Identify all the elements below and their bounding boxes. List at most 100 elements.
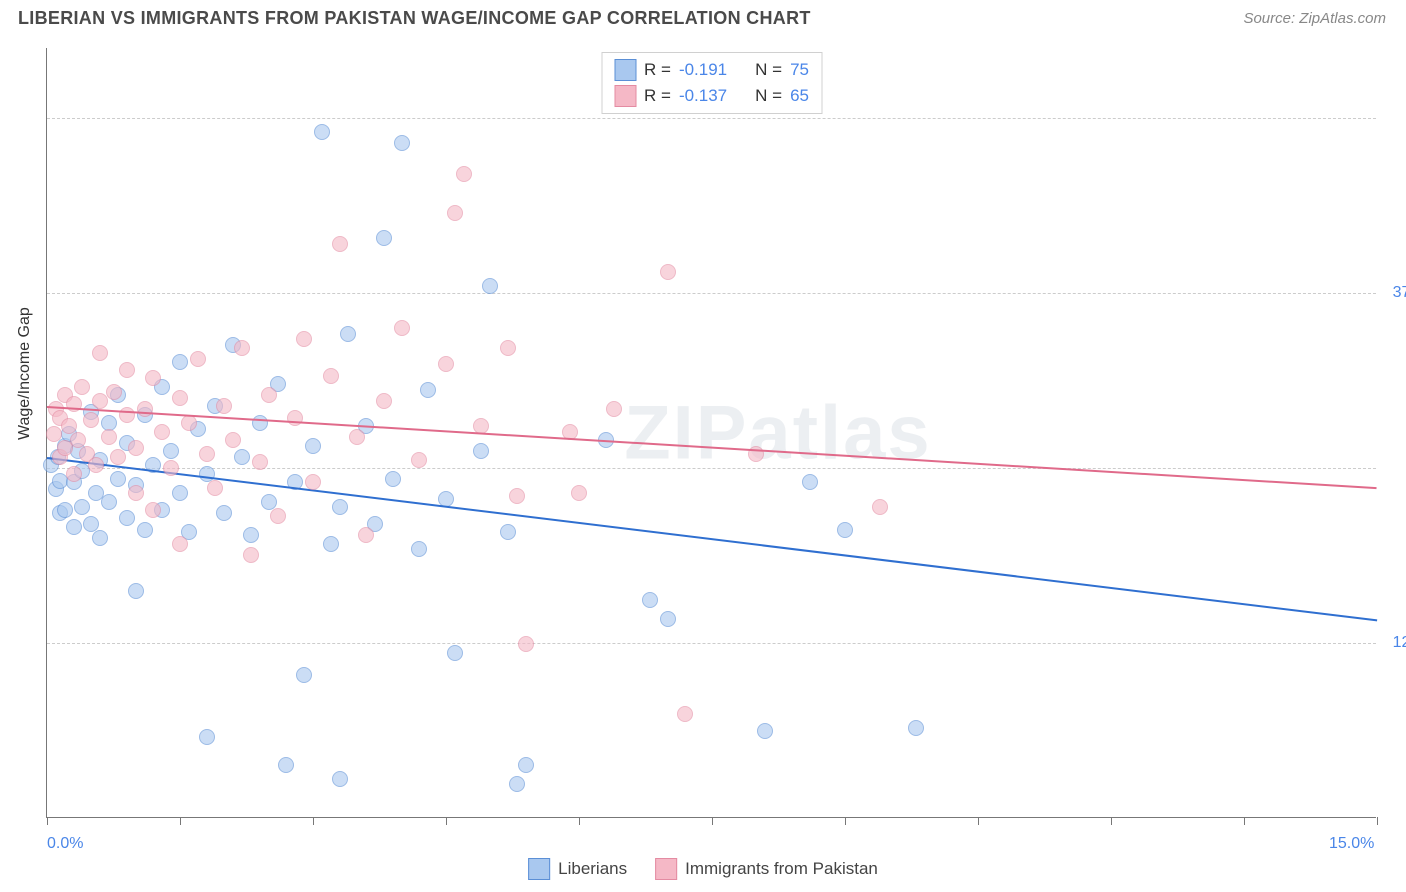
swatch-pakistan [614, 85, 636, 107]
scatter-point-pakistan [358, 527, 374, 543]
scatter-point-pakistan [172, 536, 188, 552]
scatter-point-liberians [172, 354, 188, 370]
scatter-point-liberians [420, 382, 436, 398]
scatter-point-liberians [74, 499, 90, 515]
scatter-point-pakistan [518, 636, 534, 652]
scatter-point-pakistan [509, 488, 525, 504]
scatter-point-pakistan [190, 351, 206, 367]
r-label: R = [644, 60, 671, 80]
scatter-point-pakistan [270, 508, 286, 524]
scatter-point-liberians [482, 278, 498, 294]
stats-row-pakistan: R = -0.137 N = 65 [614, 83, 809, 109]
scatter-point-liberians [137, 522, 153, 538]
n-label: N = [755, 60, 782, 80]
correlation-stats-box: R = -0.191 N = 75 R = -0.137 N = 65 [601, 52, 822, 114]
y-tick-label: 37.5% [1393, 284, 1406, 302]
scatter-point-liberians [518, 757, 534, 773]
scatter-point-pakistan [225, 432, 241, 448]
scatter-point-pakistan [677, 706, 693, 722]
scatter-point-liberians [473, 443, 489, 459]
scatter-point-pakistan [332, 236, 348, 252]
scatter-point-pakistan [66, 466, 82, 482]
scatter-point-pakistan [296, 331, 312, 347]
scatter-point-liberians [163, 443, 179, 459]
swatch-liberians [528, 858, 550, 880]
x-tick [579, 817, 580, 825]
scatter-point-pakistan [500, 340, 516, 356]
gridline-h [47, 118, 1376, 119]
scatter-point-pakistan [411, 452, 427, 468]
scatter-point-pakistan [234, 340, 250, 356]
gridline-h [47, 643, 1376, 644]
n-label: N = [755, 86, 782, 106]
scatter-point-pakistan [872, 499, 888, 515]
scatter-point-pakistan [243, 547, 259, 563]
legend-label-liberians: Liberians [558, 859, 627, 879]
scatter-point-liberians [243, 527, 259, 543]
scatter-point-pakistan [252, 454, 268, 470]
x-tick [47, 817, 48, 825]
scatter-point-pakistan [376, 393, 392, 409]
x-tick [712, 817, 713, 825]
x-tick [978, 817, 979, 825]
scatter-point-pakistan [88, 457, 104, 473]
scatter-point-pakistan [438, 356, 454, 372]
scatter-point-pakistan [119, 362, 135, 378]
scatter-point-pakistan [571, 485, 587, 501]
r-value-liberians: -0.191 [679, 60, 727, 80]
x-tick-label: 0.0% [47, 835, 83, 853]
scatter-point-pakistan [323, 368, 339, 384]
scatter-point-pakistan [181, 415, 197, 431]
legend-item-liberians: Liberians [528, 858, 627, 880]
scatter-point-liberians [57, 502, 73, 518]
source-attribution: Source: ZipAtlas.com [1243, 10, 1386, 27]
scatter-point-pakistan [119, 407, 135, 423]
scatter-point-pakistan [145, 502, 161, 518]
scatter-point-liberians [500, 524, 516, 540]
scatter-point-pakistan [172, 390, 188, 406]
scatter-point-liberians [278, 757, 294, 773]
scatter-point-pakistan [305, 474, 321, 490]
x-tick [1244, 817, 1245, 825]
r-label: R = [644, 86, 671, 106]
legend-label-pakistan: Immigrants from Pakistan [685, 859, 878, 879]
series-legend: Liberians Immigrants from Pakistan [528, 858, 878, 880]
scatter-point-liberians [385, 471, 401, 487]
scatter-point-liberians [119, 510, 135, 526]
scatter-point-liberians [340, 326, 356, 342]
scatter-point-liberians [394, 135, 410, 151]
scatter-point-pakistan [128, 440, 144, 456]
scatter-point-liberians [252, 415, 268, 431]
x-tick [845, 817, 846, 825]
scatter-point-pakistan [660, 264, 676, 280]
scatter-point-pakistan [92, 345, 108, 361]
scatter-point-pakistan [145, 370, 161, 386]
scatter-point-liberians [234, 449, 250, 465]
scatter-point-liberians [332, 499, 348, 515]
scatter-point-pakistan [207, 480, 223, 496]
r-value-pakistan: -0.137 [679, 86, 727, 106]
scatter-point-pakistan [394, 320, 410, 336]
scatter-point-pakistan [137, 401, 153, 417]
scatter-point-liberians [376, 230, 392, 246]
y-tick-label: 12.5% [1393, 634, 1406, 652]
n-value-liberians: 75 [790, 60, 809, 80]
n-value-pakistan: 65 [790, 86, 809, 106]
gridline-h [47, 293, 1376, 294]
scatter-point-pakistan [606, 401, 622, 417]
scatter-point-liberians [908, 720, 924, 736]
scatter-point-liberians [447, 645, 463, 661]
watermark-text: ZIPatlas [624, 389, 931, 476]
scatter-point-liberians [802, 474, 818, 490]
scatter-point-liberians [323, 536, 339, 552]
stats-row-liberians: R = -0.191 N = 75 [614, 57, 809, 83]
scatter-point-pakistan [163, 460, 179, 476]
scatter-point-liberians [101, 494, 117, 510]
trend-line-pakistan [47, 406, 1377, 489]
scatter-point-pakistan [46, 426, 62, 442]
legend-item-pakistan: Immigrants from Pakistan [655, 858, 878, 880]
scatter-point-liberians [199, 729, 215, 745]
scatter-point-pakistan [456, 166, 472, 182]
chart-plot-area: ZIPatlas R = -0.191 N = 75 R = -0.137 N … [46, 48, 1376, 818]
scatter-point-liberians [411, 541, 427, 557]
